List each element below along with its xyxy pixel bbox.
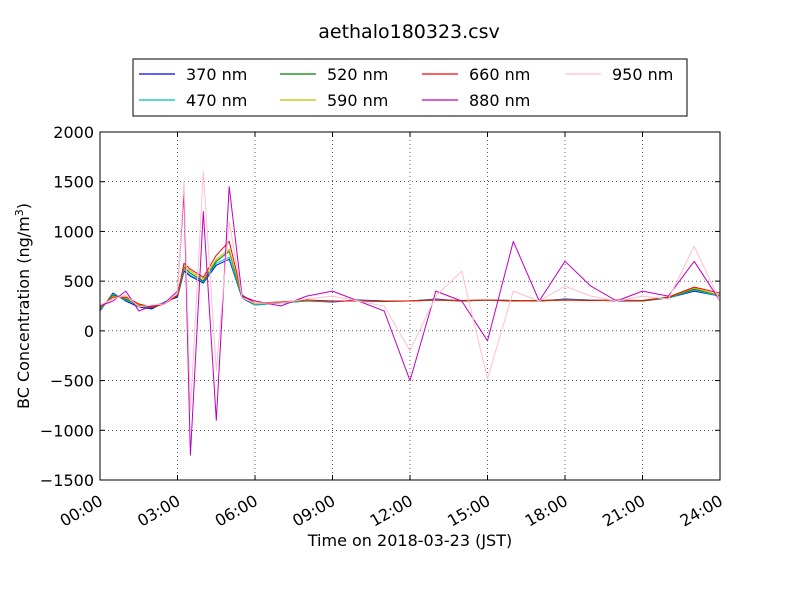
legend-label: 520 nm xyxy=(327,65,388,84)
y-tick-label: 1500 xyxy=(53,173,94,192)
legend-box xyxy=(132,58,688,117)
axis-ticks xyxy=(99,131,721,481)
y-axis-label-main: BC Concentration (ng/m xyxy=(14,216,33,409)
legend-label: 660 nm xyxy=(469,65,530,84)
legend: 370 nm 470 nm 520 nm 590 nm 660 nm 880 nm 950 … xyxy=(132,58,688,117)
y-tick-label: 500 xyxy=(63,272,94,291)
y-axis-label-end: ) xyxy=(14,203,33,209)
legend-label: 590 nm xyxy=(327,91,388,110)
chart-title: aethalo180323.csv xyxy=(318,21,500,43)
legend-label: 470 nm xyxy=(186,91,247,110)
y-tick-label: 1000 xyxy=(53,222,94,241)
y-tick-label: −1000 xyxy=(40,421,94,440)
series-lines xyxy=(99,171,721,456)
y-axis-label-superscript: 3 xyxy=(13,209,26,216)
legend-label: 950 nm xyxy=(612,65,673,84)
x-axis-label: Time on 2018-03-23 (JST) xyxy=(307,531,512,550)
y-tick-label: 2000 xyxy=(53,123,94,142)
y-tick-label: 0 xyxy=(84,322,94,341)
y-axis-label: BC Concentration (ng/m3) xyxy=(13,203,33,409)
series-line xyxy=(99,171,721,411)
legend-label: 880 nm xyxy=(469,91,530,110)
legend-label: 370 nm xyxy=(186,65,247,84)
y-tick-label: −1500 xyxy=(40,471,94,490)
series-line xyxy=(99,186,721,456)
y-tick-label: −500 xyxy=(50,372,94,391)
